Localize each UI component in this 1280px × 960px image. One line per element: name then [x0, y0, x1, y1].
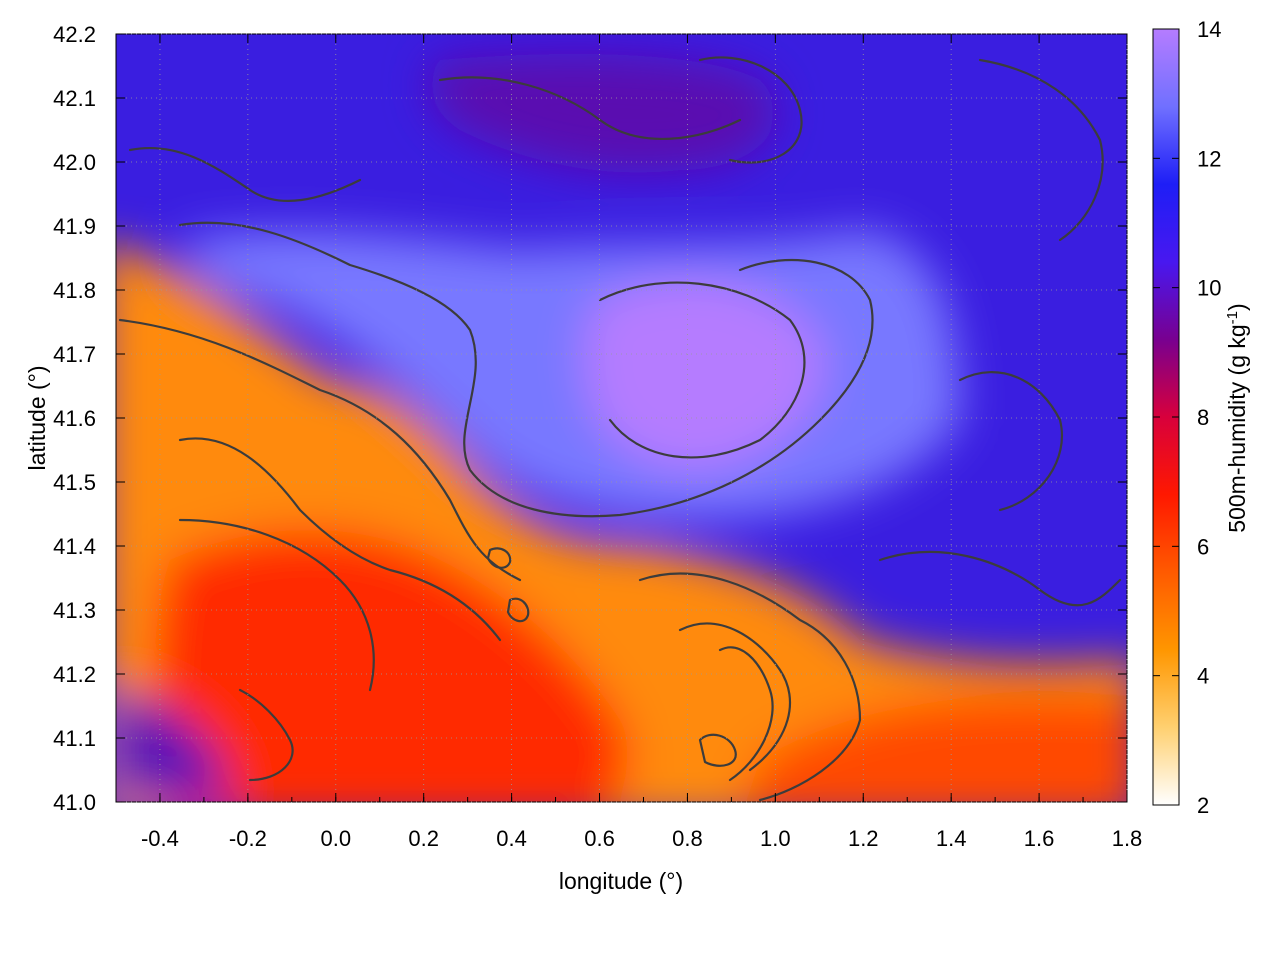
- colorbar: 2 4 6 8 10 12 14 500m-humidity (g kg-1): [1152, 17, 1251, 818]
- contour-line: [698, 733, 737, 767]
- colorbar-label-main: 500m-humidity (g kg: [1224, 324, 1250, 532]
- x-axis-title: longitude (°): [559, 868, 683, 894]
- heatmap-region-north-purple: [429, 54, 776, 173]
- y-tick-label: 41.2: [53, 662, 96, 687]
- y-tick-label: 41.0: [53, 790, 96, 815]
- contour-line: [178, 518, 375, 692]
- contour-line: [598, 281, 806, 459]
- contour-line: [486, 547, 512, 569]
- heatmap-region-southeast-red: [746, 696, 1127, 802]
- contour-line: [698, 56, 803, 164]
- colorbar-ticks: 2 4 6 8 10 12 14: [1153, 17, 1221, 818]
- grid: [116, 33, 1128, 803]
- contour-line: [978, 58, 1104, 242]
- colorbar-tick-label: 2: [1197, 793, 1209, 818]
- y-tick-label: 41.7: [53, 342, 96, 367]
- x-tick-label: 1.2: [848, 826, 879, 851]
- heatmap-regions: [116, 54, 1127, 802]
- colorbar-tick-label: 8: [1197, 405, 1209, 430]
- x-tick-label: 1.4: [936, 826, 967, 851]
- y-tick-label: 41.4: [53, 534, 96, 559]
- colorbar-label-superscript: -1: [1224, 311, 1241, 324]
- contour-line: [718, 646, 774, 782]
- y-axis-title: latitude (°): [24, 365, 50, 470]
- y-tick-label: 41.1: [53, 726, 96, 751]
- x-tick-label: 0.6: [584, 826, 615, 851]
- y-tick-label: 41.8: [53, 278, 96, 303]
- y-tick-label: 42.2: [53, 22, 96, 47]
- x-tick-label: 0.2: [408, 826, 439, 851]
- contour-line: [128, 147, 362, 202]
- y-tick-label: 42.0: [53, 150, 96, 175]
- y-axis: 41.0 41.1 41.2 41.3 41.4 41.5 41.6 41.7 41.8 41.9…: [53, 22, 1127, 815]
- colorbar-label: 500m-humidity (g kg-1): [1224, 303, 1251, 532]
- contour-lines: [118, 56, 1122, 802]
- contour-line: [878, 550, 1122, 607]
- colorbar-tick-label: 4: [1197, 664, 1209, 689]
- heatmap-region-southwest-purple: [116, 691, 230, 800]
- x-tick-label: 0.8: [672, 826, 703, 851]
- heatmap-field: [116, 34, 1127, 802]
- x-tick-label: -0.4: [141, 826, 179, 851]
- contour-line: [118, 318, 522, 582]
- colorbar-tick-label: 10: [1197, 276, 1221, 301]
- colorbar-tick-label: 12: [1197, 146, 1221, 171]
- x-tick-label: 0.0: [320, 826, 351, 851]
- heatmap-region-south-red: [153, 530, 629, 802]
- heatmap-region-core-lavender: [583, 279, 824, 470]
- contour-line: [638, 572, 862, 802]
- x-tick-label: 1.0: [760, 826, 791, 851]
- contour-line: [438, 76, 742, 141]
- y-tick-label: 42.1: [53, 86, 96, 111]
- x-tick-label: -0.2: [229, 826, 267, 851]
- contour-line: [678, 622, 792, 772]
- contour-line: [958, 371, 1063, 512]
- colorbar-tick-label: 14: [1197, 17, 1221, 42]
- x-tick-label: 1.8: [1112, 826, 1143, 851]
- contour-line: [506, 597, 530, 623]
- y-tick-label: 41.6: [53, 406, 96, 431]
- y-tick-label: 41.3: [53, 598, 96, 623]
- contour-line: [178, 437, 502, 642]
- y-tick-label: 41.5: [53, 470, 96, 495]
- contour-line: [238, 688, 294, 782]
- colorbar-tick-label: 6: [1197, 534, 1209, 559]
- colorbar-label-close: ): [1224, 303, 1250, 311]
- y-tick-label: 41.9: [53, 214, 96, 239]
- x-tick-label: 1.6: [1024, 826, 1055, 851]
- x-tick-label: 0.4: [496, 826, 527, 851]
- x-axis: -0.4 -0.2 0.0 0.2 0.4 0.6 0.8 1.0 1.2 1.4 1.6 1.8: [115, 34, 1143, 851]
- contour-line: [178, 221, 874, 518]
